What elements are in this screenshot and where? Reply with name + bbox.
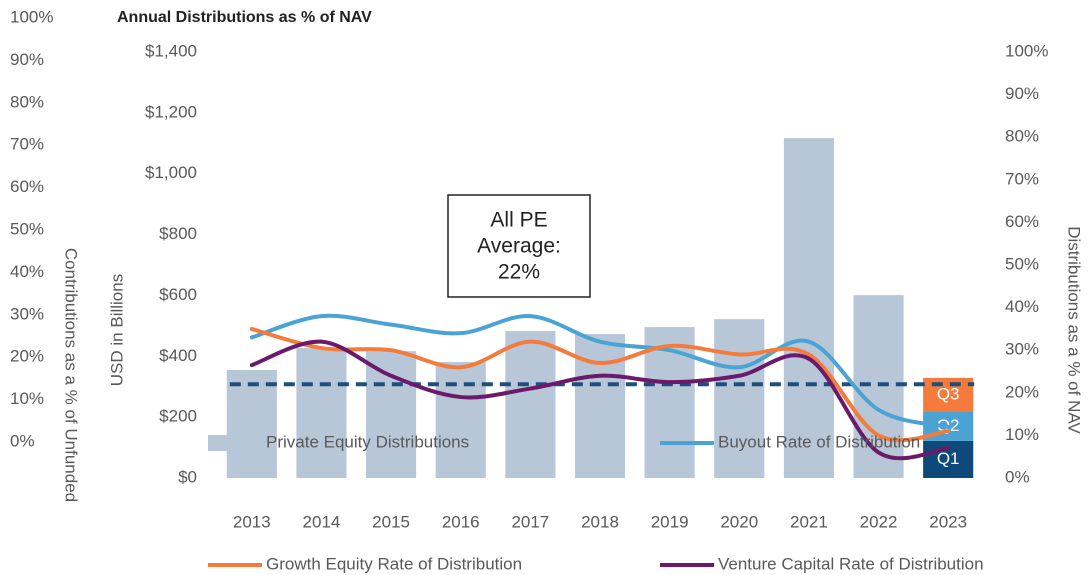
bar (505, 331, 556, 478)
y-tick-label: $1,000 (145, 163, 197, 182)
y3-tick-label: 80% (10, 92, 44, 111)
y2-tick-label: 80% (1005, 127, 1039, 146)
y3-tick-label: 100% (10, 7, 53, 26)
bar (366, 351, 417, 478)
quarter-label: Q3 (937, 384, 960, 403)
x-tick-label: 2020 (720, 512, 758, 531)
y3-tick-label: 50% (10, 219, 44, 238)
x-tick-label: 2014 (303, 512, 341, 531)
bar (783, 138, 834, 478)
legend-label: Growth Equity Rate of Distribution (266, 554, 522, 573)
x-tick-label: 2023 (929, 512, 967, 531)
bar (714, 319, 765, 478)
bar (574, 334, 626, 478)
line (249, 326, 951, 443)
y2-axis-title: Distributions as a % of NAV (1065, 226, 1084, 434)
line (249, 313, 951, 429)
legend-swatch (208, 435, 262, 451)
bar (226, 369, 277, 478)
y2-tick-label: 40% (1005, 297, 1039, 316)
x-tick-label: 2022 (860, 512, 898, 531)
y3-tick-label: 20% (10, 347, 44, 366)
line (249, 339, 951, 461)
y2-tick-label: 70% (1005, 169, 1039, 188)
y3-tick-label: 0% (10, 431, 35, 450)
y2-tick-label: 50% (1005, 254, 1039, 273)
x-tick-label: 2015 (372, 512, 410, 531)
annotation-text: 22% (498, 261, 540, 284)
y2-tick-label: 100% (1005, 41, 1048, 60)
x-tick-label: 2016 (442, 512, 480, 531)
y2-tick-label: 0% (1005, 467, 1030, 486)
x-tick-label: 2017 (511, 512, 549, 531)
y2-tick-label: 10% (1005, 425, 1039, 444)
y3-axis-title: Contributions as a % of Unfunded (62, 248, 81, 502)
y3-tick-label: 10% (10, 389, 44, 408)
bar (853, 295, 904, 478)
annotation-text: All PE (490, 209, 547, 232)
y-tick-label: $400 (159, 346, 197, 365)
annotation-text: Average: (477, 235, 561, 258)
quarter-label: Q1 (937, 449, 960, 468)
y2-tick-label: 20% (1005, 382, 1039, 401)
y-tick-label: $0 (178, 467, 197, 486)
y2-tick-label: 30% (1005, 340, 1039, 359)
chart-title: Annual Distributions as % of NAV (117, 9, 372, 26)
x-tick-label: 2021 (790, 512, 828, 531)
annotation-box (447, 194, 591, 298)
legend-label: Private Equity Distributions (266, 432, 469, 451)
y3-tick-label: 60% (10, 177, 44, 196)
y2-tick-label: 60% (1005, 212, 1039, 231)
y-tick-label: $1,400 (145, 41, 197, 60)
y3-tick-label: 40% (10, 262, 44, 281)
legend-label: Buyout Rate of Distribution (718, 432, 920, 451)
y-tick-label: $1,200 (145, 102, 197, 121)
y-axis-title: USD in Billions (107, 274, 126, 386)
x-tick-label: 2018 (581, 512, 619, 531)
y3-tick-label: 70% (10, 135, 44, 154)
quarter-segment (923, 377, 974, 412)
bar (296, 348, 347, 478)
y-tick-label: $200 (159, 407, 197, 426)
x-tick-label: 2013 (233, 512, 271, 531)
legend-label: Venture Capital Rate of Distribution (718, 554, 984, 573)
y3-tick-label: 90% (10, 50, 44, 69)
y2-tick-label: 90% (1005, 84, 1039, 103)
y-tick-label: $800 (159, 224, 197, 243)
y3-tick-label: 30% (10, 304, 44, 323)
y-tick-label: $600 (159, 285, 197, 304)
bar (435, 362, 486, 478)
x-tick-label: 2019 (651, 512, 689, 531)
